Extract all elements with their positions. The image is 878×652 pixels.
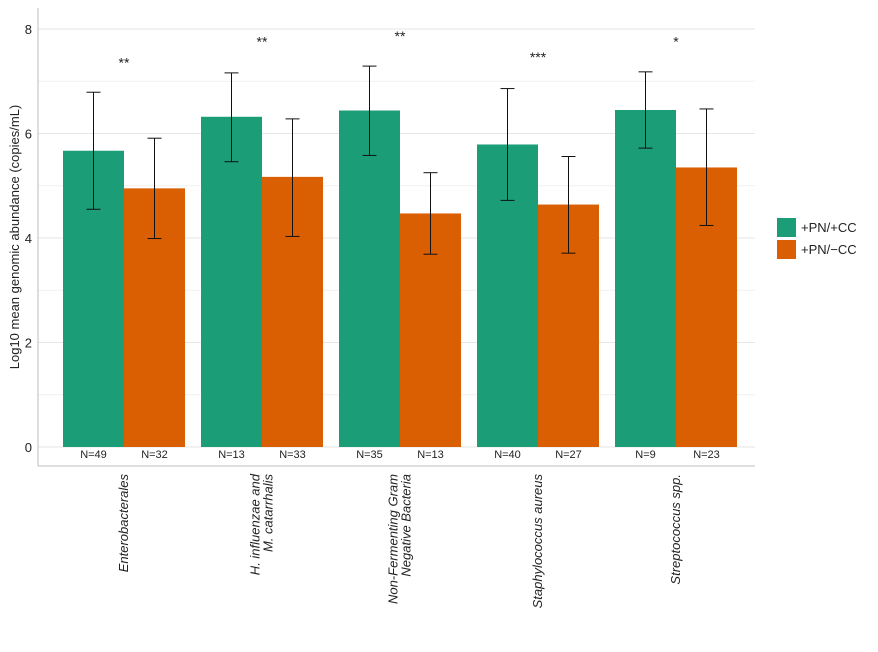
n-label: N=13 [417, 449, 444, 461]
y-tick-label: 4 [25, 231, 32, 246]
x-tick-label: Staphylococcus aureus [530, 474, 545, 609]
n-label: N=32 [141, 449, 168, 461]
y-axis-title: Log10 mean genomic abundance (copies/mL) [7, 105, 22, 370]
n-label: N=49 [80, 449, 107, 461]
x-tick-label: Enterobacterales [116, 474, 131, 573]
significance-label: ** [119, 54, 130, 70]
n-label: N=13 [218, 449, 245, 461]
n-label: N=23 [693, 449, 720, 461]
x-tick-label: Streptococcus spp. [668, 474, 683, 585]
legend-label-series-1: +PN/+CC [801, 219, 857, 235]
bar [615, 109, 676, 448]
x-tick-label: M. catarrhalis [261, 474, 276, 553]
n-label: N=40 [494, 449, 521, 461]
y-tick-label: 2 [25, 336, 32, 351]
significance-label: * [673, 33, 679, 49]
n-label: N=33 [279, 449, 306, 461]
x-tick-label: Negative Bacteria [399, 474, 414, 577]
legend-swatch-series-1 [777, 217, 796, 237]
legend-item-series-1: +PN/+CC [777, 216, 857, 238]
n-label: N=35 [356, 449, 383, 461]
significance-label: ** [395, 28, 406, 44]
y-tick-label: 0 [25, 440, 32, 455]
legend-label-series-2: +PN/−CC [801, 241, 857, 257]
bar [201, 116, 262, 447]
x-tick-label: Non-Fermenting Gram [386, 474, 401, 604]
y-tick-label: 6 [25, 127, 32, 142]
legend-swatch-series-2 [777, 239, 796, 259]
x-tick-label: H. influenzae and [248, 473, 263, 575]
n-label: N=27 [555, 449, 582, 461]
significance-label: *** [530, 49, 547, 65]
legend: +PN/+CC +PN/−CC [777, 216, 857, 260]
y-tick-label: 8 [25, 22, 32, 37]
significance-label: ** [257, 33, 268, 49]
legend-item-series-2: +PN/−CC [777, 238, 857, 260]
bar [339, 110, 400, 447]
n-label: N=9 [635, 449, 656, 461]
